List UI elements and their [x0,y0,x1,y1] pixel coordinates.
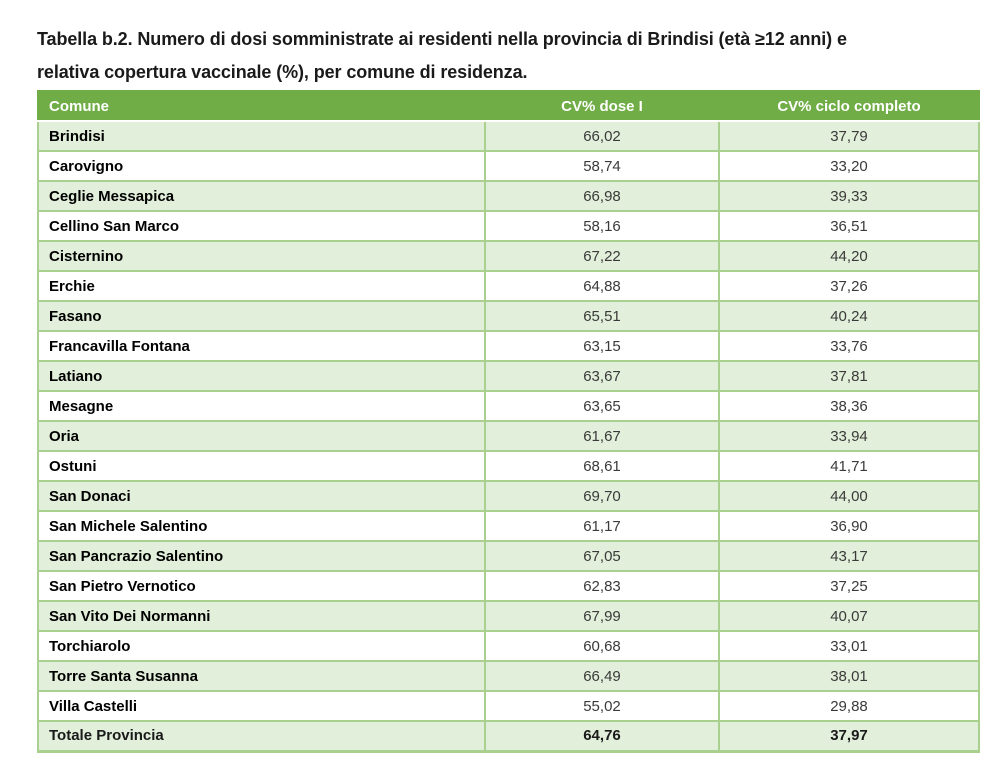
comune-cell: Ceglie Messapica [37,180,486,212]
comune-cell: Villa Castelli [37,690,486,722]
cv-ciclo-completo-cell: 37,81 [718,360,980,392]
table-title-line2: relativa copertura vaccinale (%), per co… [37,62,528,82]
comune-cell: Fasano [37,300,486,332]
cv-dose1-cell: 63,67 [484,360,720,392]
cv-ciclo-completo-cell: 33,94 [718,420,980,452]
cv-dose1-cell: 68,61 [484,450,720,482]
cv-ciclo-completo-cell: 33,20 [718,150,980,182]
table-row: Fasano 65,51 40,24 [37,300,980,332]
column-header-comune: Comune [37,90,486,122]
table-row: Carovigno 58,74 33,20 [37,150,980,182]
total-row-label: Totale Provincia [37,720,486,753]
comune-cell: San Pietro Vernotico [37,570,486,602]
column-header-cv-dose1: CV% dose I [484,90,720,122]
cv-ciclo-completo-cell: 40,24 [718,300,980,332]
cv-dose1-cell: 66,49 [484,660,720,692]
cv-dose1-cell: 67,05 [484,540,720,572]
comune-cell: Erchie [37,270,486,302]
comune-cell: Brindisi [37,120,486,152]
comune-cell: Latiano [37,360,486,392]
table-row: San Pietro Vernotico 62,83 37,25 [37,570,980,602]
comune-cell: San Vito Dei Normanni [37,600,486,632]
table-row: Brindisi 66,02 37,79 [37,120,980,152]
cv-ciclo-completo-cell: 40,07 [718,600,980,632]
cv-ciclo-completo-cell: 37,26 [718,270,980,302]
table-row: Oria 61,67 33,94 [37,420,980,452]
table-row: San Pancrazio Salentino 67,05 43,17 [37,540,980,572]
vaccination-coverage-table: Comune CV% dose I CV% ciclo completo Bri… [37,90,980,753]
comune-cell: Oria [37,420,486,452]
cv-dose1-cell: 66,02 [484,120,720,152]
comune-cell: Torchiarolo [37,630,486,662]
table-row: San Michele Salentino 61,17 36,90 [37,510,980,542]
cv-dose1-cell: 63,15 [484,330,720,362]
cv-dose1-cell: 66,98 [484,180,720,212]
comune-cell: San Michele Salentino [37,510,486,542]
comune-cell: Carovigno [37,150,486,182]
comune-cell: Mesagne [37,390,486,422]
table-row: Latiano 63,67 37,81 [37,360,980,392]
cv-dose1-cell: 60,68 [484,630,720,662]
table-row: Ostuni 68,61 41,71 [37,450,980,482]
comune-cell: Cellino San Marco [37,210,486,242]
cv-ciclo-completo-cell: 39,33 [718,180,980,212]
cv-ciclo-completo-cell: 33,76 [718,330,980,362]
header-row: Comune CV% dose I CV% ciclo completo [37,90,980,122]
table-row: Torchiarolo 60,68 33,01 [37,630,980,662]
cv-dose1-cell: 64,88 [484,270,720,302]
total-cv-ciclo-completo-cell: 37,97 [718,720,980,753]
table-row: Cellino San Marco 58,16 36,51 [37,210,980,242]
cv-dose1-cell: 69,70 [484,480,720,512]
table-row: Torre Santa Susanna 66,49 38,01 [37,660,980,692]
cv-dose1-cell: 58,74 [484,150,720,182]
cv-ciclo-completo-cell: 44,00 [718,480,980,512]
table-row: Francavilla Fontana 63,15 33,76 [37,330,980,362]
cv-ciclo-completo-cell: 38,36 [718,390,980,422]
column-header-cv-ciclo-completo: CV% ciclo completo [718,90,980,122]
cv-dose1-cell: 61,17 [484,510,720,542]
cv-dose1-cell: 55,02 [484,690,720,722]
total-cv-dose1-cell: 64,76 [484,720,720,753]
table-row: Ceglie Messapica 66,98 39,33 [37,180,980,212]
table-row: Mesagne 63,65 38,36 [37,390,980,422]
cv-dose1-cell: 62,83 [484,570,720,602]
table-row: Villa Castelli 55,02 29,88 [37,690,980,722]
table-row: San Donaci 69,70 44,00 [37,480,980,512]
cv-ciclo-completo-cell: 36,90 [718,510,980,542]
cv-dose1-cell: 67,22 [484,240,720,272]
cv-dose1-cell: 58,16 [484,210,720,242]
cv-dose1-cell: 67,99 [484,600,720,632]
cv-ciclo-completo-cell: 41,71 [718,450,980,482]
table-row: Erchie 64,88 37,26 [37,270,980,302]
table-row: San Vito Dei Normanni 67,99 40,07 [37,600,980,632]
comune-cell: Francavilla Fontana [37,330,486,362]
table-title-line1: Tabella b.2. Numero di dosi somministrat… [37,29,847,49]
table-title: Tabella b.2. Numero di dosi somministrat… [37,23,967,89]
comune-cell: San Donaci [37,480,486,512]
total-row: Totale Provincia 64,76 37,97 [37,720,980,753]
comune-cell: Torre Santa Susanna [37,660,486,692]
table-row: Cisternino 67,22 44,20 [37,240,980,272]
cv-ciclo-completo-cell: 33,01 [718,630,980,662]
cv-dose1-cell: 61,67 [484,420,720,452]
comune-cell: Cisternino [37,240,486,272]
cv-dose1-cell: 63,65 [484,390,720,422]
cv-ciclo-completo-cell: 37,25 [718,570,980,602]
cv-ciclo-completo-cell: 29,88 [718,690,980,722]
cv-ciclo-completo-cell: 38,01 [718,660,980,692]
cv-ciclo-completo-cell: 36,51 [718,210,980,242]
cv-ciclo-completo-cell: 44,20 [718,240,980,272]
cv-ciclo-completo-cell: 37,79 [718,120,980,152]
comune-cell: San Pancrazio Salentino [37,540,486,572]
comune-cell: Ostuni [37,450,486,482]
cv-ciclo-completo-cell: 43,17 [718,540,980,572]
cv-dose1-cell: 65,51 [484,300,720,332]
